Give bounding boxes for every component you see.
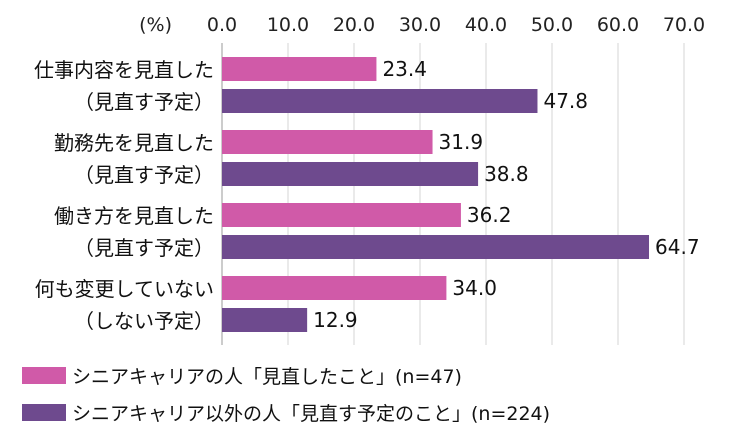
x-tick-label: 30.0 (399, 14, 441, 36)
data-label: 36.2 (467, 203, 512, 227)
category-label: 仕事内容を見直した (34, 58, 214, 82)
x-tick-label: 50.0 (531, 14, 573, 36)
x-axis-ticks: (%) 0.0 10.0 20.0 30.0 40.0 50.0 60.0 70.0 (139, 14, 705, 36)
legend-label: シニアキャリア以外の人「見直す予定のこと」(n=224) (72, 403, 550, 425)
x-tick-label: 20.0 (333, 14, 375, 36)
category-label: 勤務先を見直した (54, 131, 214, 155)
data-label: 38.8 (484, 162, 529, 186)
data-label: 23.4 (382, 57, 427, 81)
data-label: 34.0 (452, 276, 497, 300)
bar (222, 57, 377, 81)
category-label: 働き方を見直した (54, 204, 214, 228)
bar (222, 89, 538, 113)
x-tick-label: 40.0 (465, 14, 507, 36)
bar (222, 203, 461, 227)
bar (222, 162, 479, 186)
x-tick-label: 10.0 (267, 14, 309, 36)
category-sublabel: （見直す予定） (74, 236, 214, 260)
data-label: 47.8 (543, 89, 588, 113)
legend-swatch (22, 367, 66, 384)
data-label: 12.9 (313, 308, 358, 332)
bar (222, 235, 650, 259)
bar (222, 130, 433, 154)
bars: 23.4 47.8 31.938.8 36.2 64.7 34.0 12.9 (222, 57, 700, 332)
legend: シニアキャリアの人「見直したこと」(n=47) シニアキャリア以外の人「見直す予定… (22, 366, 550, 425)
bar (222, 308, 308, 332)
bar (222, 276, 447, 300)
category-sublabel: （見直す予定） (74, 163, 214, 187)
x-tick-label: 0.0 (207, 14, 237, 36)
unit-label: (%) (139, 14, 172, 36)
category-label: 何も変更していない (35, 277, 214, 301)
data-label: 31.9 (439, 130, 484, 154)
x-tick-label: 60.0 (597, 14, 639, 36)
x-tick-label: 70.0 (663, 14, 705, 36)
category-sublabel: （見直す予定） (74, 90, 214, 114)
category-labels: 仕事内容を見直した （見直す予定） 勤務先を見直した （見直す予定） 働き方を見直した （… (34, 58, 214, 333)
category-sublabel: （しない予定） (74, 309, 214, 333)
legend-swatch (22, 404, 66, 421)
legend-label: シニアキャリアの人「見直したこと」(n=47) (72, 366, 462, 388)
data-label: 64.7 (655, 235, 700, 259)
